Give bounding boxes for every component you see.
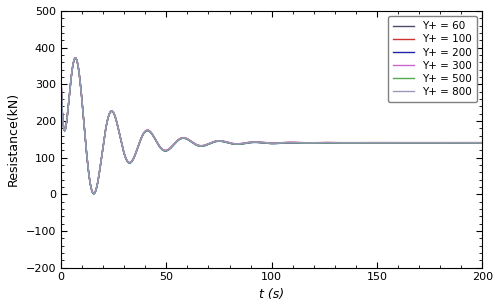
Y+ = 60 <box>134 146 140 150</box>
Line: Y+ = 800: Y+ = 800 <box>61 58 482 193</box>
Y+ = 100 <box>72 56 78 59</box>
Y+ = 100 <box>134 146 140 149</box>
Y+ = 100 <box>58 70 64 74</box>
Y+ = 300 <box>404 141 410 144</box>
Y+ = 200 <box>72 56 78 60</box>
Y+ = 500 <box>311 141 317 145</box>
Y+ = 800 <box>91 192 97 195</box>
Y+ = 800 <box>219 139 225 143</box>
Y+ = 300 <box>72 56 78 60</box>
Y+ = 200 <box>91 192 97 196</box>
Y-axis label: Resistance(kN): Resistance(kN) <box>7 92 20 186</box>
Y+ = 200 <box>219 140 225 143</box>
Y+ = 100 <box>91 192 97 195</box>
Y+ = 60 <box>72 56 78 60</box>
Y+ = 500 <box>372 141 378 145</box>
Y+ = 100 <box>372 141 378 144</box>
Y+ = 100 <box>332 141 338 144</box>
Y+ = 500 <box>332 141 338 145</box>
Y+ = 60 <box>91 192 97 196</box>
Y+ = 200 <box>58 71 64 75</box>
Y+ = 200 <box>311 141 317 145</box>
Y+ = 60 <box>58 71 64 74</box>
Y+ = 800 <box>480 141 486 145</box>
Y+ = 100 <box>311 141 317 144</box>
Y+ = 800 <box>72 56 78 60</box>
Y+ = 300 <box>372 141 378 144</box>
Y+ = 800 <box>311 141 317 145</box>
Y+ = 300 <box>311 141 317 145</box>
Line: Y+ = 200: Y+ = 200 <box>61 58 482 194</box>
Y+ = 800 <box>372 141 378 145</box>
Y+ = 800 <box>58 70 64 74</box>
Y+ = 60 <box>372 141 378 145</box>
Y+ = 100 <box>219 139 225 143</box>
Line: Y+ = 60: Y+ = 60 <box>61 58 482 194</box>
Y+ = 500 <box>91 192 97 196</box>
Y+ = 500 <box>404 141 410 145</box>
Y+ = 800 <box>134 146 140 150</box>
Y+ = 800 <box>404 141 410 145</box>
Line: Y+ = 300: Y+ = 300 <box>61 58 482 193</box>
Y+ = 100 <box>404 141 410 144</box>
Y+ = 60 <box>219 140 225 143</box>
Y+ = 300 <box>332 141 338 144</box>
Y+ = 500 <box>72 56 78 60</box>
Y+ = 200 <box>480 141 486 145</box>
Y+ = 300 <box>219 139 225 143</box>
Y+ = 800 <box>332 141 338 144</box>
Y+ = 200 <box>134 146 140 150</box>
Y+ = 500 <box>134 146 140 150</box>
Y+ = 60 <box>404 141 410 145</box>
Y+ = 500 <box>58 71 64 74</box>
Y+ = 300 <box>91 192 97 195</box>
Y+ = 300 <box>480 141 486 144</box>
Line: Y+ = 100: Y+ = 100 <box>61 58 482 193</box>
Y+ = 300 <box>134 146 140 149</box>
Y+ = 200 <box>372 141 378 145</box>
Legend: Y+ = 60, Y+ = 100, Y+ = 200, Y+ = 300, Y+ = 500, Y+ = 800: Y+ = 60, Y+ = 100, Y+ = 200, Y+ = 300, Y… <box>388 16 478 102</box>
Y+ = 500 <box>219 140 225 143</box>
Y+ = 300 <box>58 70 64 74</box>
Line: Y+ = 500: Y+ = 500 <box>61 58 482 194</box>
Y+ = 200 <box>332 141 338 145</box>
Y+ = 60 <box>332 141 338 145</box>
X-axis label: t (s): t (s) <box>259 288 284 301</box>
Y+ = 200 <box>404 141 410 145</box>
Y+ = 60 <box>480 141 486 145</box>
Y+ = 60 <box>311 141 317 145</box>
Y+ = 500 <box>480 141 486 145</box>
Y+ = 100 <box>480 141 486 144</box>
